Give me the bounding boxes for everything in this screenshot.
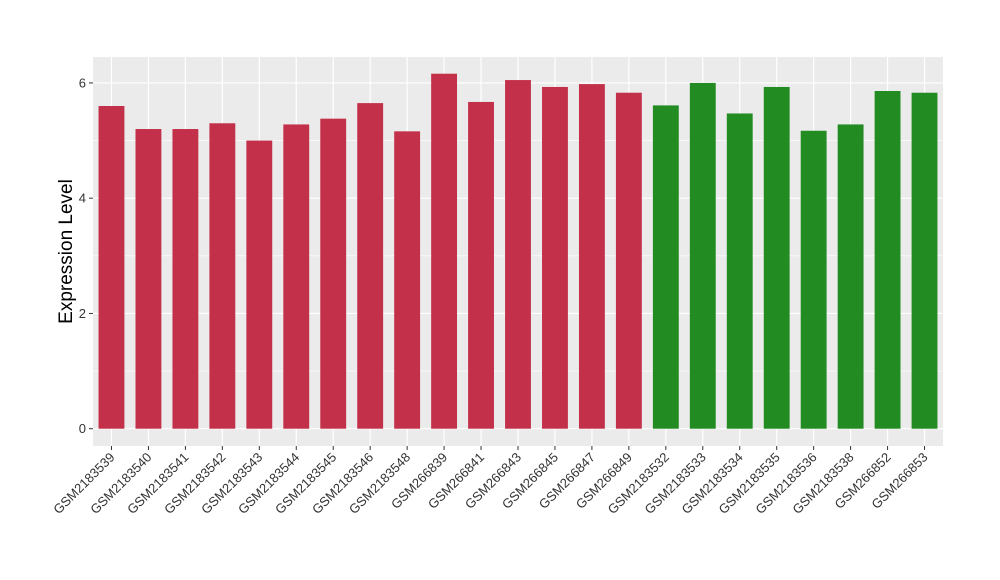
bar xyxy=(689,82,716,429)
bar xyxy=(357,103,384,429)
bar xyxy=(578,84,605,429)
bar xyxy=(615,92,642,429)
bar xyxy=(726,113,753,429)
bar xyxy=(837,124,864,429)
bar xyxy=(135,129,162,429)
x-axis: GSM2183539GSM2183540GSM2183541GSM2183542… xyxy=(50,446,931,517)
bar xyxy=(320,118,347,429)
bar xyxy=(98,105,125,429)
bar xyxy=(505,80,531,429)
bar xyxy=(431,73,458,429)
bar xyxy=(172,129,199,429)
y-tick-label: 6 xyxy=(79,75,86,90)
bar xyxy=(209,123,236,429)
y-tick-label: 0 xyxy=(79,421,86,436)
bar xyxy=(283,124,310,429)
bar xyxy=(468,101,494,429)
bar xyxy=(246,140,273,429)
y-tick-label: 2 xyxy=(79,306,86,321)
y-axis-title: Expression Level xyxy=(56,179,77,324)
bar xyxy=(911,92,938,429)
y-axis: 0 2 4 6 xyxy=(79,75,93,436)
bar xyxy=(652,105,679,429)
bars xyxy=(98,73,938,429)
y-tick-label: 4 xyxy=(79,191,86,206)
bar xyxy=(874,91,901,429)
bar xyxy=(394,131,421,429)
bar xyxy=(542,86,568,429)
bar xyxy=(800,130,827,429)
bar xyxy=(763,86,790,429)
